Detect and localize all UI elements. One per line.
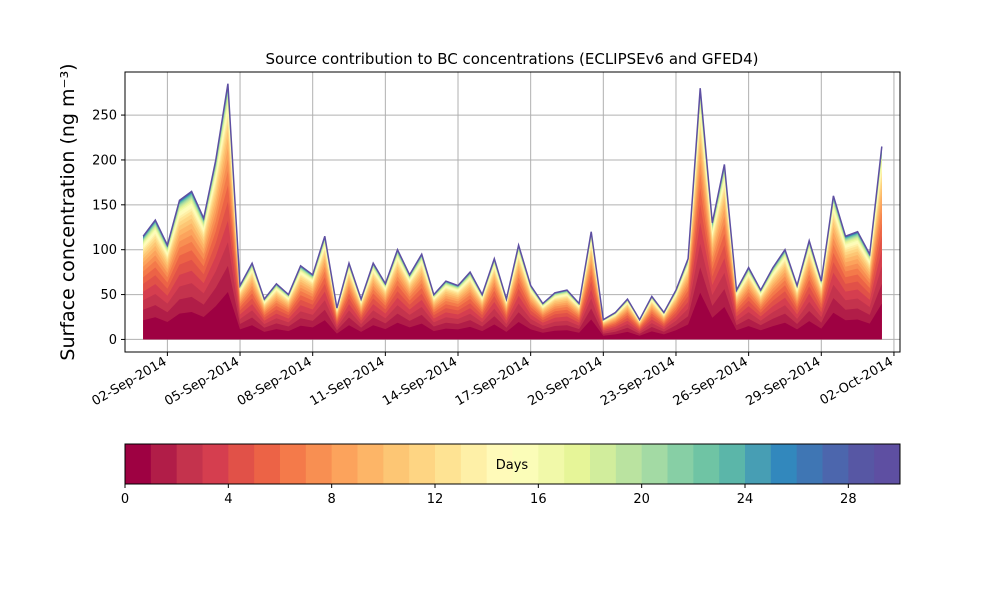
colorbar-label: Days — [496, 458, 529, 473]
x-tick-label: 11-Sep-2014 — [308, 354, 388, 409]
colorbar-segment — [512, 444, 539, 484]
colorbar-segment — [331, 444, 358, 484]
colorbar-segment — [641, 444, 668, 484]
colorbar-ticks: 0 4 8 12 16 20 24 28 — [121, 484, 857, 507]
colorbar-segment — [874, 444, 901, 484]
colorbar-segment — [822, 444, 849, 484]
colorbar-tick-label: 20 — [633, 492, 650, 507]
colorbar — [124, 443, 901, 485]
colorbar-tick-label: 28 — [840, 492, 857, 507]
colorbar-segment — [564, 444, 591, 484]
y-axis-ticks: 0 50 100 150 200 250 — [92, 109, 125, 348]
colorbar-segment — [538, 444, 565, 484]
colorbar-segment — [796, 444, 823, 484]
colorbar-tick-label: 8 — [328, 492, 336, 507]
x-tick-label: 17-Sep-2014 — [453, 354, 533, 409]
y-tick-label: 200 — [92, 153, 117, 168]
colorbar-segment — [848, 444, 875, 484]
colorbar-segment — [176, 444, 203, 484]
total-line — [142, 83, 883, 322]
colorbar-segment — [409, 444, 436, 484]
colorbar-tick-label: 16 — [530, 492, 547, 507]
y-tick-label: 50 — [100, 288, 117, 303]
colorbar-segment — [693, 444, 720, 484]
colorbar-segment — [280, 444, 307, 484]
colorbar-segment — [125, 444, 152, 484]
y-tick-label: 250 — [92, 109, 117, 124]
colorbar-segment — [254, 444, 281, 484]
colorbar-segment — [615, 444, 643, 484]
colorbar-segment — [228, 444, 255, 484]
colorbar-segment — [202, 444, 229, 484]
plot-frame — [124, 71, 901, 353]
colorbar-segment — [486, 444, 513, 484]
y-axis-label: Surface concentration (ng m⁻³) — [57, 63, 79, 360]
y-tick-label: 150 — [92, 198, 117, 213]
x-tick-label: 02-Oct-2014 — [818, 354, 896, 408]
x-tick-label: 08-Sep-2014 — [235, 354, 315, 409]
colorbar-segment — [719, 444, 746, 484]
x-axis-ticks: 02-Sep-201405-Sep-201408-Sep-201411-Sep-… — [90, 352, 896, 409]
colorbar-segment — [383, 444, 410, 484]
y-tick-label: 100 — [92, 243, 117, 258]
colorbar-segment — [460, 444, 488, 484]
stacked-areas — [143, 83, 882, 340]
colorbar-segment — [435, 444, 462, 484]
colorbar-segment — [150, 444, 178, 484]
stack-area-day-0 — [143, 292, 882, 340]
colorbar-segment — [305, 444, 333, 484]
x-tick-label: 23-Sep-2014 — [598, 354, 678, 409]
colorbar-tick-label: 12 — [427, 492, 444, 507]
colorbar-tick-label: 0 — [121, 492, 129, 507]
colorbar-segment — [357, 444, 384, 484]
colorbar-segment — [770, 444, 798, 484]
y-tick-label: 0 — [109, 333, 117, 348]
x-tick-label: 05-Sep-2014 — [162, 354, 242, 409]
colorbar-tick-label: 24 — [737, 492, 754, 507]
colorbar-frame — [124, 443, 901, 485]
chart-title: Source contribution to BC concentrations… — [265, 50, 758, 68]
x-tick-label: 20-Sep-2014 — [525, 354, 605, 409]
colorbar-segment — [590, 444, 617, 484]
total-line-group — [142, 83, 883, 322]
x-tick-label: 29-Sep-2014 — [743, 354, 823, 409]
x-tick-label: 14-Sep-2014 — [380, 354, 460, 409]
colorbar-segment — [745, 444, 772, 484]
x-tick-label: 02-Sep-2014 — [90, 354, 170, 409]
colorbar-tick-label: 4 — [224, 492, 232, 507]
colorbar-segment — [667, 444, 694, 484]
x-tick-label: 26-Sep-2014 — [671, 354, 751, 409]
